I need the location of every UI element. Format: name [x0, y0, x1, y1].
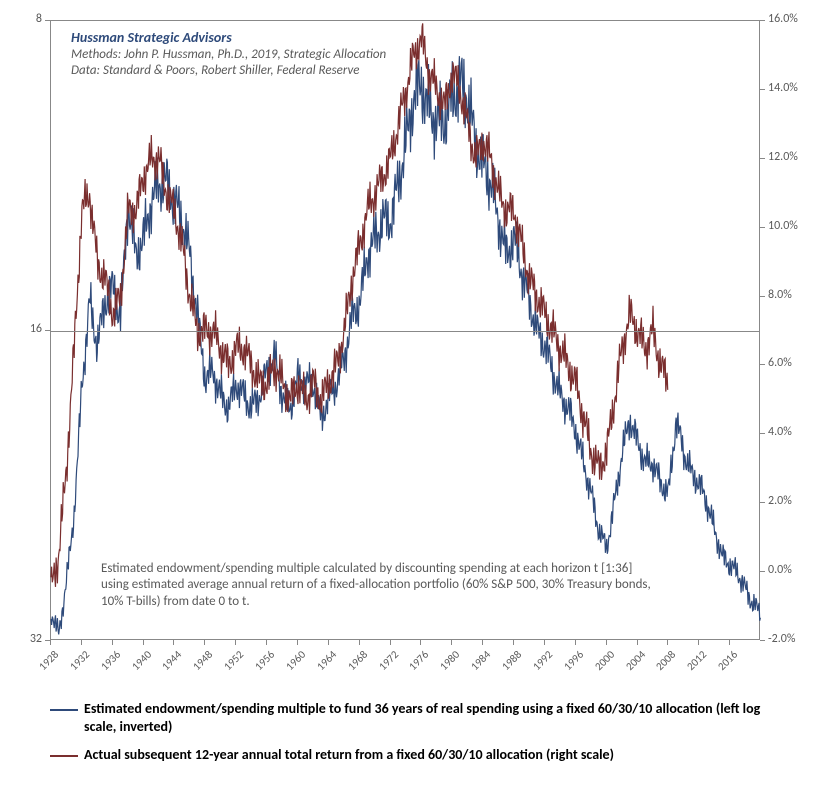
x-tick-label: 1932	[62, 648, 92, 678]
x-tick	[667, 640, 668, 645]
y-right-tick-label: 6.0%	[768, 356, 792, 370]
annotation-methods: Methods: John P. Hussman, Ph.D., 2019, S…	[71, 47, 386, 63]
x-tick	[50, 640, 51, 645]
y-right-tick-label: 0.0%	[768, 563, 792, 577]
y-right-tick	[760, 20, 765, 21]
x-tick	[173, 640, 174, 645]
x-tick-label: 1944	[154, 648, 184, 678]
x-tick	[297, 640, 298, 645]
x-tick-label: 2004	[617, 648, 647, 678]
x-tick-label: 1956	[247, 648, 277, 678]
y-right-tick	[760, 502, 765, 503]
y-right-tick-label: 4.0%	[768, 425, 792, 439]
x-tick	[637, 640, 638, 645]
y-right-tick	[760, 433, 765, 434]
x-tick	[359, 640, 360, 645]
y-right-tick-label: 8.0%	[768, 288, 792, 302]
y-right-tick	[760, 571, 765, 572]
x-tick-label: 2012	[679, 648, 709, 678]
y-right-tick-label: 2.0%	[768, 494, 792, 508]
legend-swatch	[50, 709, 78, 711]
y-left-tick-label: 16	[0, 322, 42, 336]
annotation-footnote-text: Estimated endowment/spending multiple ca…	[101, 561, 651, 609]
x-tick	[266, 640, 267, 645]
x-tick-label: 1948	[185, 648, 215, 678]
y-right-tick-label: -2.0%	[768, 632, 795, 646]
y-right-tick	[760, 364, 765, 365]
plot-area: Hussman Strategic Advisors Methods: John…	[50, 20, 760, 640]
x-tick-label: 1960	[278, 648, 308, 678]
legend-item: Actual subsequent 12-year annual total r…	[50, 746, 770, 764]
legend-swatch	[50, 755, 78, 757]
x-tick	[544, 640, 545, 645]
x-tick	[513, 640, 514, 645]
x-tick-label: 1928	[31, 648, 61, 678]
x-tick-label: 2008	[648, 648, 678, 678]
x-tick	[698, 640, 699, 645]
x-tick-label: 2000	[586, 648, 616, 678]
x-tick	[328, 640, 329, 645]
legend-item: Estimated endowment/spending multiple to…	[50, 700, 770, 736]
annotation-footnote: Estimated endowment/spending multiple ca…	[101, 561, 661, 610]
y-right-tick-label: 10.0%	[768, 219, 798, 233]
x-tick-label: 1980	[432, 648, 462, 678]
annotation-source: Hussman Strategic Advisors Methods: John…	[71, 29, 386, 79]
y-left-tick	[45, 20, 50, 21]
y-right-tick	[760, 296, 765, 297]
y-right-tick	[760, 227, 765, 228]
x-tick-label: 1964	[309, 648, 339, 678]
x-tick	[204, 640, 205, 645]
y-right-tick	[760, 640, 765, 641]
legend: Estimated endowment/spending multiple to…	[50, 700, 770, 775]
y-right-tick	[760, 158, 765, 159]
x-tick-label: 1976	[401, 648, 431, 678]
x-tick	[575, 640, 576, 645]
x-tick-label: 1936	[93, 648, 123, 678]
x-tick-label: 1972	[370, 648, 400, 678]
x-tick	[112, 640, 113, 645]
annotation-data: Data: Standard & Poors, Robert Shiller, …	[71, 63, 386, 79]
y-right-tick-label: 12.0%	[768, 150, 798, 164]
chart-container: Hussman Strategic Advisors Methods: John…	[0, 0, 821, 796]
x-tick-label: 1996	[556, 648, 586, 678]
x-tick-label: 2016	[710, 648, 740, 678]
x-tick	[729, 640, 730, 645]
legend-label: Estimated endowment/spending multiple to…	[84, 700, 770, 736]
x-tick-label: 1952	[216, 648, 246, 678]
gridline	[51, 331, 759, 332]
x-tick-label: 1940	[123, 648, 153, 678]
x-tick	[390, 640, 391, 645]
x-tick	[235, 640, 236, 645]
x-tick	[451, 640, 452, 645]
y-left-tick-label: 32	[0, 632, 42, 646]
x-tick-label: 1992	[525, 648, 555, 678]
legend-label: Actual subsequent 12-year annual total r…	[84, 746, 770, 764]
x-tick-label: 1968	[339, 648, 369, 678]
x-tick	[81, 640, 82, 645]
x-tick	[606, 640, 607, 645]
x-tick-label: 1988	[494, 648, 524, 678]
y-right-tick	[760, 89, 765, 90]
y-left-tick-label: 8	[0, 12, 42, 26]
y-right-tick-label: 16.0%	[768, 12, 798, 26]
x-tick	[143, 640, 144, 645]
x-tick-label: 1984	[463, 648, 493, 678]
x-tick	[420, 640, 421, 645]
annotation-title: Hussman Strategic Advisors	[71, 29, 386, 47]
x-tick	[482, 640, 483, 645]
y-left-tick	[45, 330, 50, 331]
y-right-tick-label: 14.0%	[768, 81, 798, 95]
